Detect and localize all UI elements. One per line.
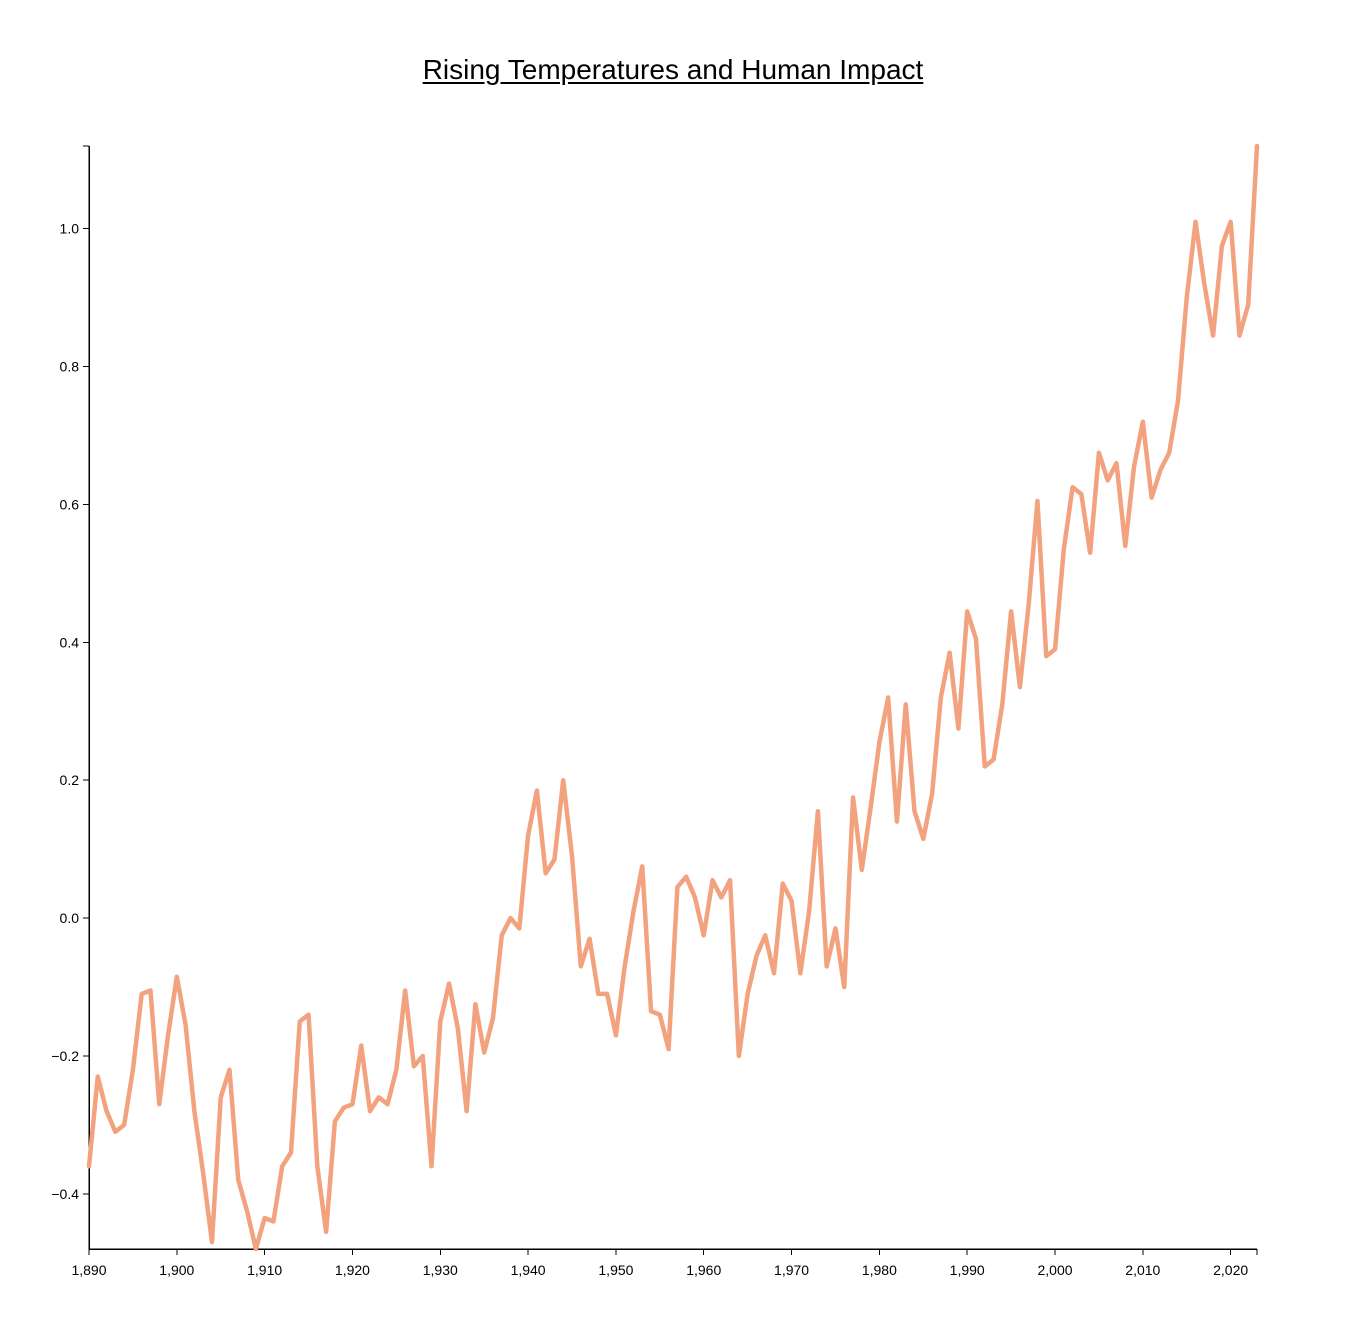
x-tick-label: 2,020	[1213, 1262, 1248, 1278]
y-tick-label: −0.2	[51, 1048, 79, 1064]
x-tick-label: 1,950	[598, 1262, 633, 1278]
x-tick-label: 1,940	[511, 1262, 546, 1278]
x-tick-label: 2,010	[1125, 1262, 1160, 1278]
chart-title: Rising Temperatures and Human Impact	[422, 54, 924, 85]
x-tick-label: 1,910	[247, 1262, 282, 1278]
y-tick-label: 0.8	[60, 359, 80, 375]
y-tick-label: 0.6	[60, 496, 80, 512]
x-axis: 1,890 1,900 1,910 1,920 1,930 1,940 1,950 1,960…	[71, 1248, 1258, 1278]
x-tick-label: 1,990	[950, 1262, 985, 1278]
x-tick-label: 1,980	[862, 1262, 897, 1278]
y-tick-label: 1.0	[60, 221, 80, 237]
x-tick-label: 1,960	[686, 1262, 721, 1278]
temperature-series-line	[86, 143, 1260, 1252]
x-tick-label: 1,900	[159, 1262, 194, 1278]
y-tick-label: 0.2	[60, 772, 80, 788]
y-tick-label: 0.0	[60, 910, 80, 926]
x-tick-label: 1,930	[423, 1262, 458, 1278]
plot-area	[86, 143, 1260, 1252]
x-tick-label: 2,000	[1037, 1262, 1072, 1278]
x-tick-label: 1,890	[71, 1262, 106, 1278]
y-axis: −0.4 −0.2 0.0 0.2 0.4 0.6 0.8 1.0	[51, 145, 90, 1249]
x-tick-label: 1,970	[774, 1262, 809, 1278]
x-tick-label: 1,920	[335, 1262, 370, 1278]
y-tick-label: −0.4	[51, 1186, 79, 1202]
y-tick-label: 0.4	[60, 634, 80, 650]
